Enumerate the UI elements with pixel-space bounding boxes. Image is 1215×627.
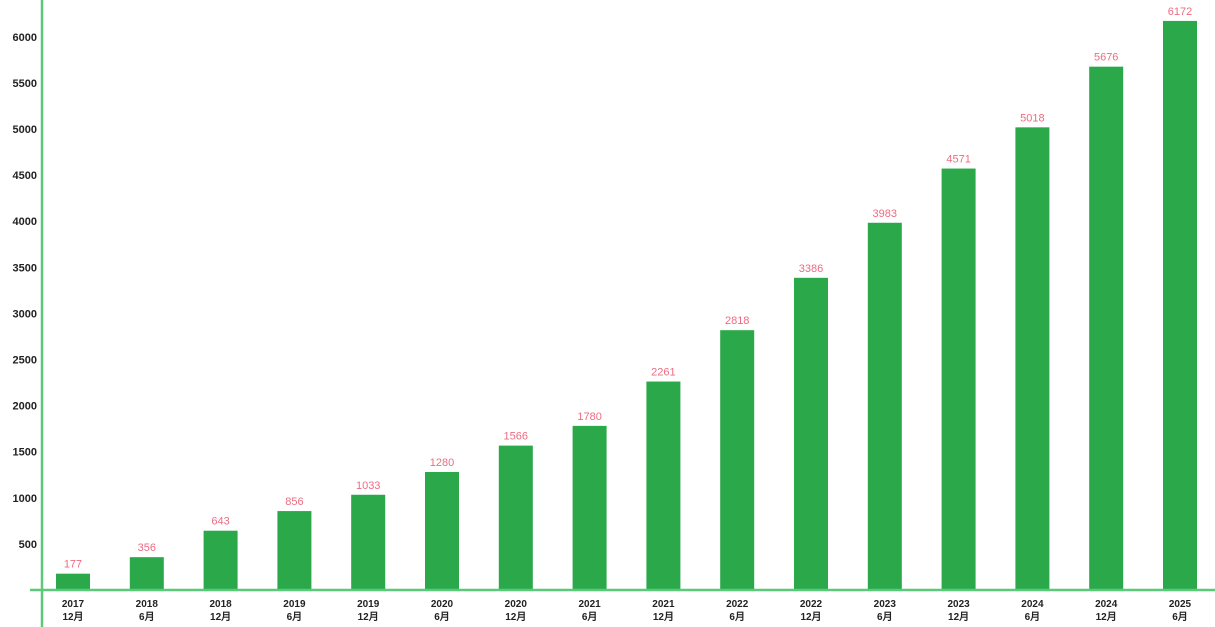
bar — [203, 530, 238, 590]
x-tick-label-year: 2021 — [652, 599, 675, 610]
x-tick-label-year: 2019 — [283, 599, 306, 610]
data-label: 856 — [285, 496, 303, 508]
bar — [867, 222, 902, 590]
x-tick-label-year: 2021 — [578, 599, 601, 610]
bars — [56, 20, 1197, 591]
y-tick-label: 5500 — [13, 78, 37, 90]
data-label: 1780 — [577, 411, 601, 423]
x-tick-label-month: 12月 — [800, 611, 821, 623]
x-tick-label-year: 2023 — [947, 599, 970, 610]
y-tick-label: 2000 — [13, 401, 37, 413]
x-axis-ticks: 201712月20186月201812月20196月201912月20206月2… — [62, 599, 1192, 623]
data-labels: 177 356 643 856 1033 1280 1566 1780 2261 2818 3386… — [64, 6, 1192, 571]
data-label: 1566 — [504, 431, 528, 443]
data-label: 356 — [138, 542, 156, 554]
x-tick-label-month: 6月 — [729, 611, 745, 623]
x-tick-label-month: 12月 — [653, 611, 674, 623]
bar — [720, 330, 755, 590]
x-tick-label-year: 2025 — [1169, 599, 1192, 610]
bar — [129, 557, 164, 590]
data-label: 6172 — [1168, 6, 1192, 18]
data-label: 3983 — [873, 208, 897, 220]
bar — [794, 277, 828, 590]
bar — [646, 381, 681, 590]
y-tick-label: 500 — [19, 539, 37, 551]
x-tick-label-month: 12月 — [210, 611, 231, 623]
bar — [425, 471, 459, 590]
y-tick-label: 1500 — [13, 447, 37, 459]
x-tick-label-year: 2022 — [800, 599, 823, 610]
x-tick-label-month: 12月 — [948, 611, 969, 623]
x-tick-label-month: 12月 — [358, 611, 379, 623]
bar — [1015, 127, 1050, 591]
data-label: 3386 — [799, 263, 823, 275]
data-label: 4571 — [946, 154, 970, 166]
x-tick-label-month: 12月 — [505, 611, 526, 623]
data-label: 5018 — [1020, 112, 1044, 124]
y-tick-label: 3000 — [13, 308, 37, 320]
x-tick-label-year: 2024 — [1095, 599, 1118, 610]
y-tick-label: 6000 — [13, 32, 37, 44]
x-tick-label-year: 2023 — [874, 599, 897, 610]
y-tick-label: 4000 — [13, 216, 37, 228]
x-tick-label-month: 6月 — [877, 611, 893, 623]
bar — [1089, 66, 1124, 591]
y-tick-label: 5000 — [13, 124, 37, 136]
x-tick-label-year: 2017 — [62, 599, 85, 610]
bar — [498, 445, 533, 590]
x-tick-label-year: 2020 — [431, 599, 454, 610]
x-tick-label-year: 2018 — [136, 599, 159, 610]
data-label: 177 — [64, 559, 82, 571]
bar — [1163, 20, 1197, 591]
data-label: 1280 — [430, 457, 454, 469]
x-tick-label-year: 2022 — [726, 599, 749, 610]
bar — [572, 425, 607, 590]
y-tick-label: 1000 — [13, 493, 37, 505]
data-label: 2818 — [725, 315, 749, 327]
data-label: 5676 — [1094, 52, 1118, 64]
x-tick-label-month: 6月 — [139, 611, 155, 623]
y-axis-ticks: 500 1000 1500 2000 2500 3000 3500 4000 4500 5000 5… — [13, 32, 37, 551]
bar — [351, 494, 386, 590]
x-tick-label-year: 2018 — [209, 599, 232, 610]
x-tick-label-month: 12月 — [1096, 611, 1117, 623]
x-tick-label-year: 2020 — [505, 599, 528, 610]
data-label: 643 — [211, 516, 229, 528]
bar — [56, 573, 90, 590]
bar — [941, 168, 976, 590]
x-tick-label-year: 2024 — [1021, 599, 1044, 610]
x-tick-label-month: 6月 — [287, 611, 303, 623]
data-label: 1033 — [356, 480, 380, 492]
x-tick-label-month: 12月 — [62, 611, 83, 623]
x-tick-label-year: 2019 — [357, 599, 380, 610]
bar — [277, 511, 312, 590]
x-tick-label-month: 6月 — [582, 611, 598, 623]
x-tick-label-month: 6月 — [434, 611, 450, 623]
x-tick-label-month: 6月 — [1025, 611, 1041, 623]
y-tick-label: 2500 — [13, 355, 37, 367]
y-tick-label: 4500 — [13, 170, 37, 182]
x-tick-label-month: 6月 — [1172, 611, 1188, 623]
data-label: 2261 — [651, 367, 675, 379]
y-tick-label: 3500 — [13, 262, 37, 274]
